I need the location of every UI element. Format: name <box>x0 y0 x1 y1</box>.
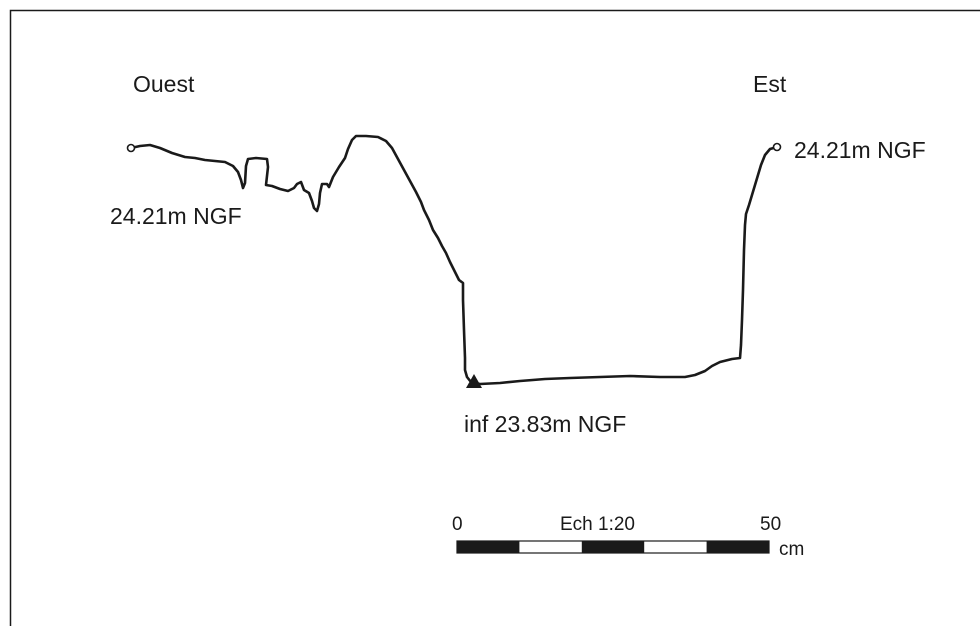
scale-bar <box>457 541 769 553</box>
west-label: Ouest <box>133 73 194 96</box>
bottom-level-label: inf 23.83m NGF <box>464 413 626 436</box>
east-level-label: 24.21m NGF <box>794 139 926 162</box>
triangle-marker-icon <box>466 374 482 388</box>
scale-bar-segment <box>582 541 644 553</box>
west-level-label: 24.21m NGF <box>110 205 242 228</box>
circle-marker-icon <box>774 144 781 151</box>
scale-bar-segment <box>457 541 519 553</box>
figure-frame <box>11 11 980 627</box>
profile-line <box>131 136 777 384</box>
scale-unit-label: cm <box>779 540 804 559</box>
scale-start-label: 0 <box>452 515 463 534</box>
east-label: Est <box>753 73 786 96</box>
scale-title-label: Ech 1:20 <box>560 515 635 534</box>
scale-end-label: 50 <box>760 515 781 534</box>
circle-marker-icon <box>128 145 135 152</box>
scale-bar-segment <box>707 541 769 553</box>
